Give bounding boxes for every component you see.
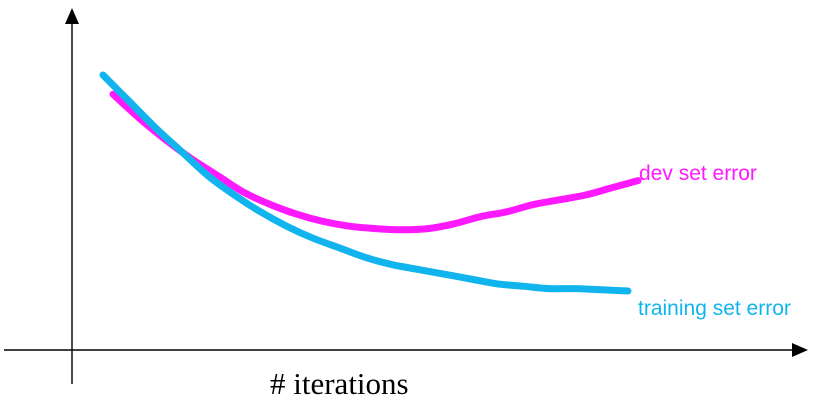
y-axis-arrow-icon: [65, 8, 79, 24]
x-axis: [4, 343, 808, 357]
x-axis-label: # iterations: [270, 366, 409, 401]
series-line-2: [99, 71, 632, 295]
series-label-2: training set error: [638, 297, 791, 320]
series-label-1: dev set error: [639, 162, 757, 185]
x-axis-arrow-icon: [792, 343, 808, 357]
y-axis: [65, 8, 79, 384]
series-layer: dev set error training set error: [99, 71, 791, 320]
